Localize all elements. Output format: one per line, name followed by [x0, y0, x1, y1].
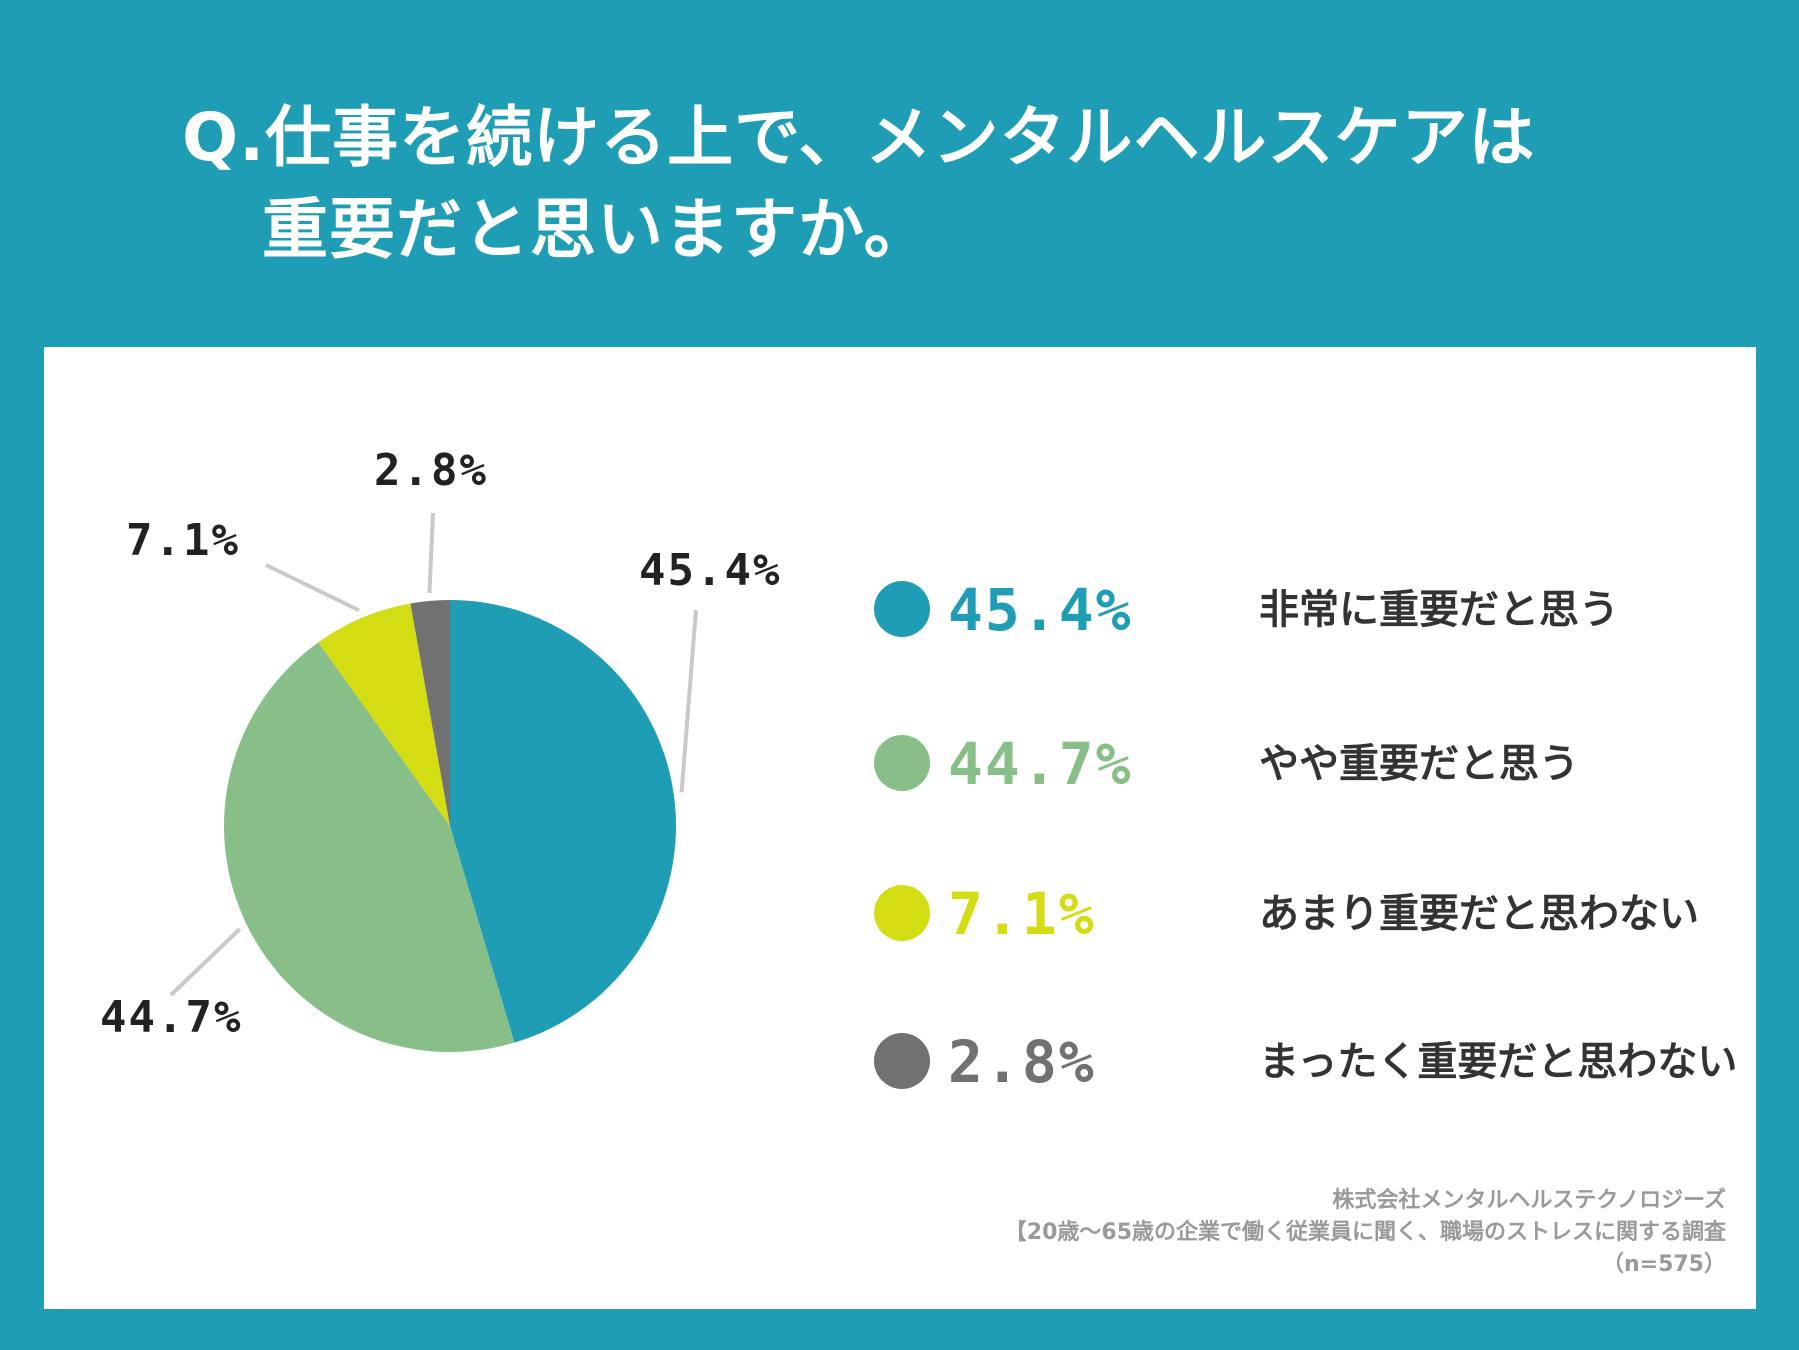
pie-slice-1 — [224, 642, 515, 1052]
legend-value-3: 2.8% — [948, 1028, 1096, 1096]
legend-swatch-1 — [874, 735, 930, 791]
leader-line-2 — [265, 563, 360, 613]
source-line-1: 株式会社メンタルヘルステクノロジーズ — [1332, 1188, 1726, 1213]
legend-label-0: 非常に重要だと思う — [1259, 587, 1619, 633]
legend-value-2: 7.1% — [948, 880, 1096, 948]
legend-value-0: 45.4% — [948, 576, 1133, 644]
slice-label-3: 2.8% — [374, 445, 488, 496]
pie-slice-2 — [318, 603, 450, 826]
source-line-3: （n=575） — [1601, 1252, 1726, 1277]
leader-line-0 — [679, 609, 698, 793]
chart-panel: 45.4% 44.7% 7.1% 2.8% 45.4% 非常に重要だと思う 44… — [44, 347, 1756, 1309]
title-line-2: 重要だと思いますか。 — [262, 191, 931, 268]
legend-swatch-0 — [874, 581, 930, 637]
slice-label-0: 45.4% — [639, 545, 782, 596]
leader-line-3 — [427, 512, 435, 593]
legend-swatch-3 — [874, 1033, 930, 1089]
chart-title: Q.仕事を続ける上で、メンタルヘルスケアは 重要だと思いますか。 — [182, 92, 1536, 276]
source-line-2: 【20歳～65歳の企業で働く従業員に聞く、職場のストレスに関する調査 — [1004, 1220, 1726, 1245]
legend-value-1: 44.7% — [948, 730, 1133, 798]
slice-label-2: 7.1% — [126, 515, 240, 566]
pie-chart — [169, 512, 698, 1052]
legend-label-2: あまり重要だと思わない — [1259, 891, 1699, 937]
slice-label-1: 44.7% — [100, 992, 243, 1043]
legend-label-1: やや重要だと思う — [1259, 741, 1579, 787]
title-line-1: Q.仕事を続ける上で、メンタルヘルスケアは — [182, 99, 1536, 176]
source-note: 株式会社メンタルヘルステクノロジーズ 【20歳～65歳の企業で働く従業員に聞く、… — [1005, 1185, 1726, 1281]
legend-swatch-2 — [874, 885, 930, 941]
legend-label-3: まったく重要だと思わない — [1259, 1039, 1738, 1085]
pie-slice-3 — [410, 600, 450, 826]
leader-line-1 — [169, 927, 242, 997]
pie-slice-0 — [450, 600, 676, 1043]
